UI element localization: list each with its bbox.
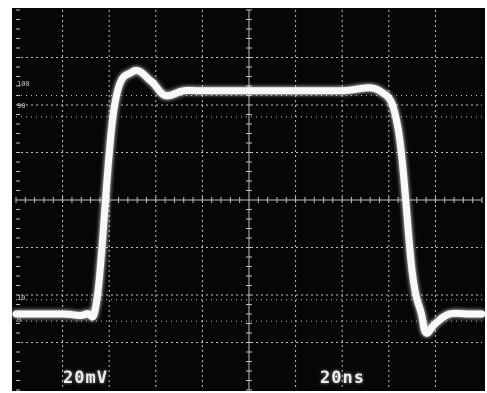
marker-label-90: 90: [17, 102, 26, 110]
pulse-waveform-line: [12, 66, 486, 337]
marker-label-10: 10: [17, 294, 26, 302]
waveform-trace: [12, 66, 486, 337]
marker-label-100: 100: [17, 80, 30, 88]
volts-per-div-readout: 20mV: [63, 368, 108, 388]
marker-label-0: 0: [17, 316, 22, 324]
time-per-div-readout: 20ns: [320, 368, 365, 388]
